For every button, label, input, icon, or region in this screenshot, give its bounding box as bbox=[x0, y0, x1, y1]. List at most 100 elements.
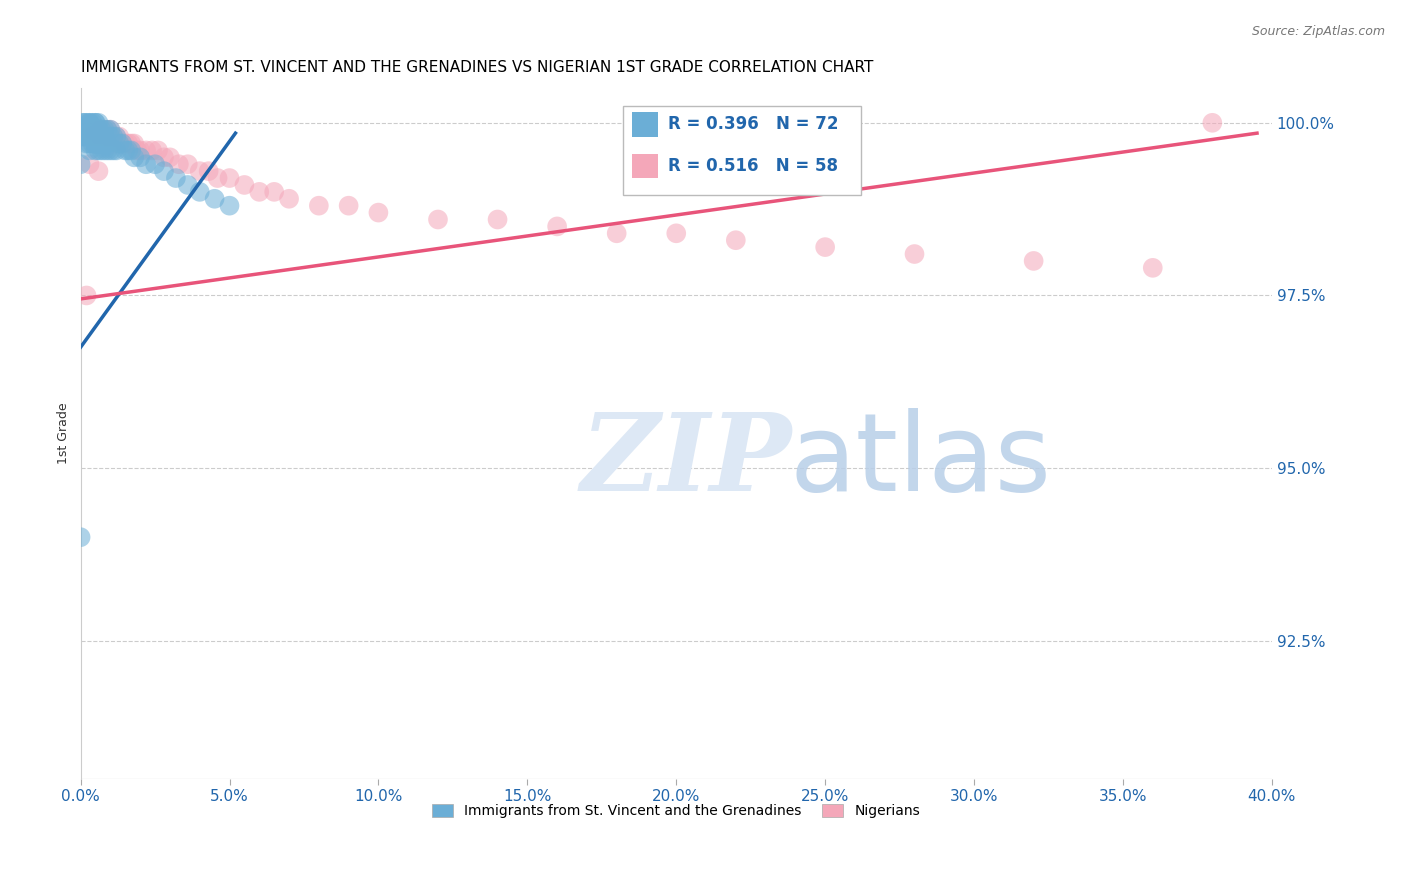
Point bbox=[177, 178, 200, 192]
Point bbox=[72, 122, 94, 136]
Point bbox=[247, 185, 270, 199]
Point bbox=[100, 122, 122, 136]
Point bbox=[84, 136, 107, 151]
Point bbox=[96, 136, 118, 151]
Point bbox=[308, 199, 330, 213]
Point bbox=[76, 122, 98, 136]
Text: atlas: atlas bbox=[789, 409, 1052, 514]
Point bbox=[177, 157, 200, 171]
Point bbox=[129, 150, 152, 164]
Point bbox=[1022, 254, 1045, 268]
Point bbox=[84, 144, 107, 158]
Point bbox=[90, 136, 112, 151]
Point bbox=[111, 136, 134, 151]
Point bbox=[105, 129, 128, 144]
Point bbox=[90, 129, 112, 144]
Point bbox=[84, 136, 107, 151]
Point bbox=[82, 122, 104, 136]
Point bbox=[111, 136, 134, 151]
Point bbox=[233, 178, 256, 192]
Point bbox=[79, 129, 101, 144]
Point bbox=[79, 129, 101, 144]
Point bbox=[72, 129, 94, 144]
Point bbox=[135, 157, 157, 171]
Text: Source: ZipAtlas.com: Source: ZipAtlas.com bbox=[1251, 25, 1385, 38]
Point bbox=[135, 144, 157, 158]
Point bbox=[159, 150, 181, 164]
Point bbox=[76, 129, 98, 144]
Point bbox=[278, 192, 301, 206]
Point bbox=[143, 157, 166, 171]
Point bbox=[79, 122, 101, 136]
Point bbox=[93, 144, 115, 158]
Point bbox=[93, 122, 115, 136]
Point bbox=[665, 227, 688, 241]
Legend: Immigrants from St. Vincent and the Grenadines, Nigerians: Immigrants from St. Vincent and the Gren… bbox=[427, 798, 925, 824]
Point bbox=[188, 185, 211, 199]
Point bbox=[120, 144, 142, 158]
Point bbox=[90, 122, 112, 136]
Point bbox=[337, 199, 360, 213]
Point bbox=[606, 227, 628, 241]
FancyBboxPatch shape bbox=[633, 154, 658, 178]
Point bbox=[96, 122, 118, 136]
Point bbox=[79, 129, 101, 144]
Point bbox=[79, 157, 101, 171]
Point bbox=[72, 116, 94, 130]
Point bbox=[100, 129, 122, 144]
Point bbox=[814, 240, 837, 254]
Point bbox=[108, 129, 131, 144]
Text: IMMIGRANTS FROM ST. VINCENT AND THE GRENADINES VS NIGERIAN 1ST GRADE CORRELATION: IMMIGRANTS FROM ST. VINCENT AND THE GREN… bbox=[80, 60, 873, 75]
Point bbox=[96, 122, 118, 136]
Point bbox=[100, 144, 122, 158]
Point bbox=[84, 116, 107, 130]
Y-axis label: 1st Grade: 1st Grade bbox=[58, 403, 70, 465]
Point bbox=[79, 144, 101, 158]
Point bbox=[103, 129, 125, 144]
Text: ZIP: ZIP bbox=[581, 409, 793, 514]
Point bbox=[108, 136, 131, 151]
Point bbox=[82, 129, 104, 144]
Point bbox=[486, 212, 509, 227]
Point bbox=[153, 164, 176, 178]
Point bbox=[93, 129, 115, 144]
Point bbox=[82, 129, 104, 144]
Point bbox=[165, 171, 187, 186]
Point bbox=[87, 129, 110, 144]
Point bbox=[117, 144, 139, 158]
Point bbox=[117, 136, 139, 151]
Point bbox=[546, 219, 568, 234]
Point bbox=[146, 144, 169, 158]
FancyBboxPatch shape bbox=[623, 105, 860, 195]
Point bbox=[122, 150, 145, 164]
Point bbox=[87, 122, 110, 136]
Point bbox=[90, 122, 112, 136]
Point bbox=[724, 233, 747, 247]
Point bbox=[153, 150, 176, 164]
Point bbox=[87, 136, 110, 151]
Point bbox=[100, 129, 122, 144]
Point bbox=[84, 122, 107, 136]
Point bbox=[103, 144, 125, 158]
Point bbox=[84, 116, 107, 130]
Point bbox=[1142, 260, 1164, 275]
Point bbox=[72, 122, 94, 136]
Point bbox=[427, 212, 450, 227]
FancyBboxPatch shape bbox=[633, 112, 658, 136]
Point bbox=[103, 129, 125, 144]
Point bbox=[93, 129, 115, 144]
Point bbox=[90, 144, 112, 158]
Point bbox=[76, 116, 98, 130]
Point bbox=[218, 171, 240, 186]
Point bbox=[90, 129, 112, 144]
Point bbox=[105, 144, 128, 158]
Point bbox=[93, 122, 115, 136]
Point bbox=[108, 136, 131, 151]
Point bbox=[1201, 116, 1223, 130]
Point bbox=[96, 129, 118, 144]
Point bbox=[69, 530, 91, 544]
Point bbox=[82, 122, 104, 136]
Point bbox=[79, 116, 101, 130]
Point bbox=[114, 144, 136, 158]
Point bbox=[76, 288, 98, 302]
